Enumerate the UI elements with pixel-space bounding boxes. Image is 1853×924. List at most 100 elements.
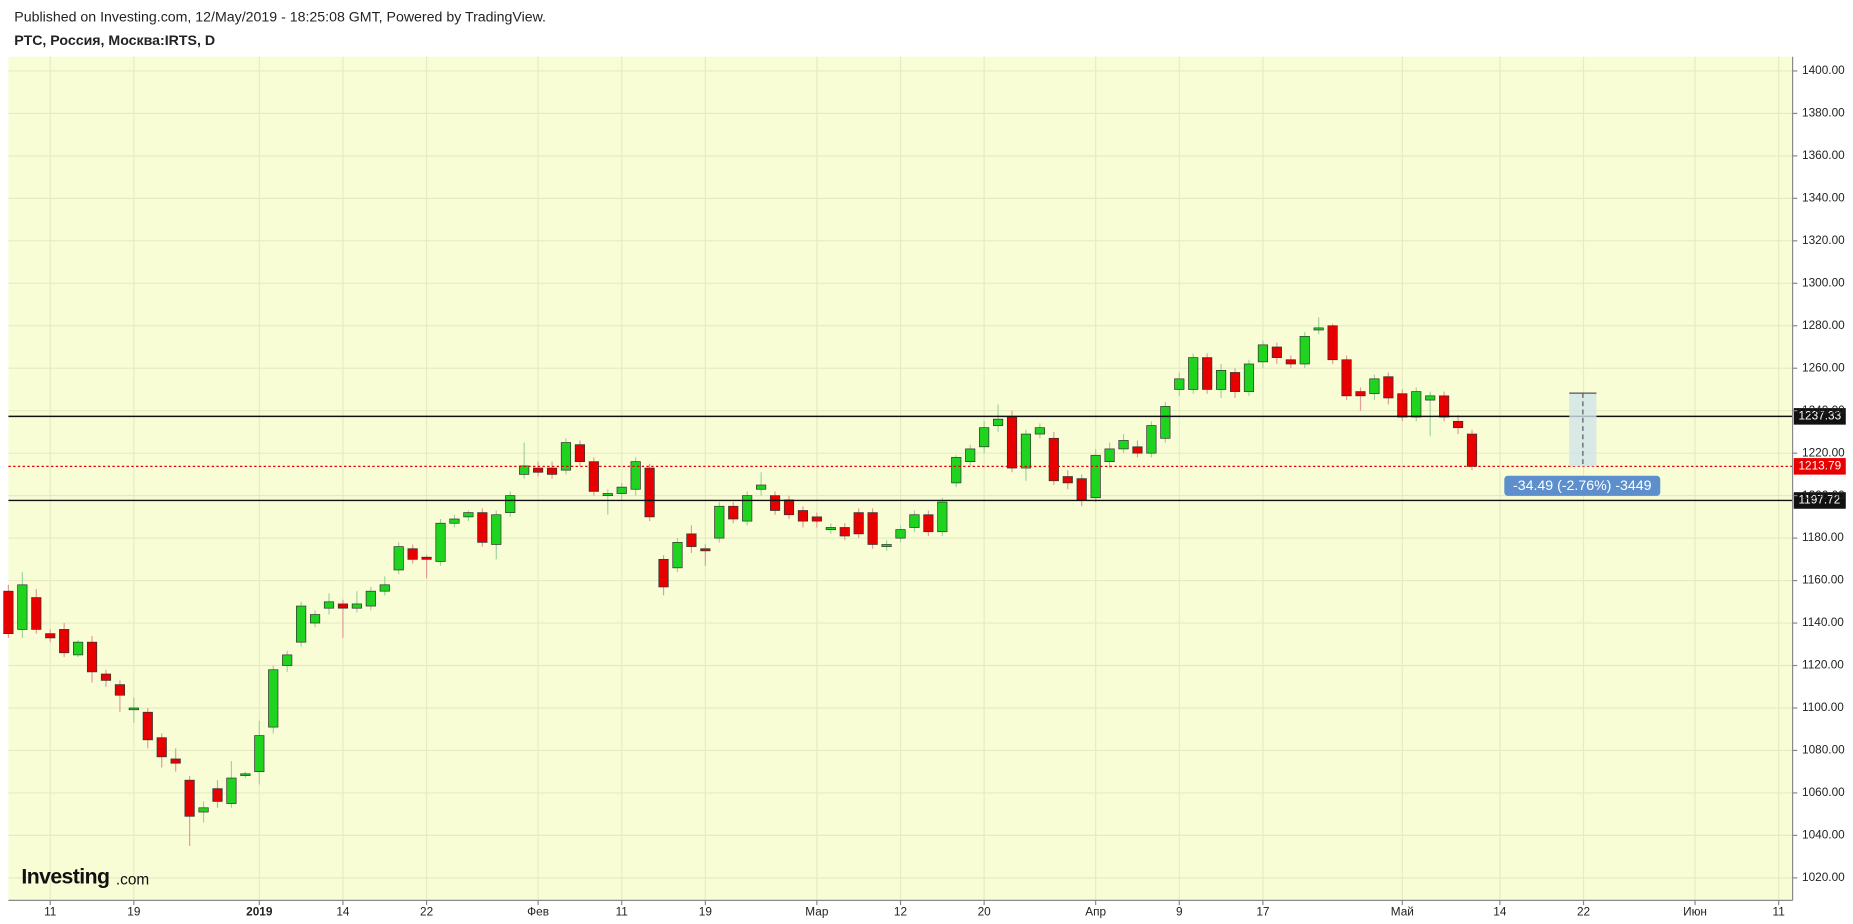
candle-body (1439, 395, 1450, 418)
candle-body (937, 501, 948, 533)
x-tick-label: Фев (527, 904, 549, 918)
candle-body (1397, 393, 1408, 418)
candle-body (965, 448, 976, 463)
candle-body (533, 467, 544, 473)
candle-body (73, 641, 84, 656)
candle-body (853, 512, 864, 535)
y-tick-label: 1340.00 (1802, 190, 1845, 204)
x-tick-label: Апр (1085, 904, 1106, 918)
y-tick-label: 1040.00 (1802, 828, 1845, 842)
candle-body (1369, 378, 1380, 395)
candle-body (1034, 427, 1045, 435)
candle-body (184, 779, 195, 817)
candle-body (1299, 336, 1310, 365)
y-tick-label: 1100.00 (1802, 700, 1844, 714)
x-tick-label: Мар (805, 904, 829, 918)
candle-body (714, 505, 725, 539)
candle-body (240, 773, 251, 776)
watermark: Investing (21, 865, 109, 889)
candle-body (1202, 357, 1213, 390)
candle-body (783, 499, 795, 516)
x-tick-label: 20 (978, 904, 992, 918)
y-tick-label: 1180.00 (1802, 530, 1844, 544)
candle-body (337, 603, 349, 609)
candle-body (1188, 357, 1199, 390)
candle-body (825, 527, 836, 530)
measure-label: -34.49 (-2.76%) -3449 (1513, 478, 1652, 494)
measure-label-box (1504, 475, 1661, 496)
watermark-suffix: .com (116, 871, 149, 888)
candle-body (1313, 327, 1324, 331)
level-label: 1197.72 (1799, 493, 1841, 507)
candle-body (393, 546, 404, 571)
candle-body (142, 711, 153, 741)
candle-body (1355, 391, 1366, 397)
level-label-box (1793, 408, 1846, 425)
candle-body (811, 516, 822, 522)
y-tick-label: 1380.00 (1802, 106, 1845, 120)
x-tick-label: 9 (1176, 904, 1183, 918)
candle-body (742, 495, 753, 522)
candle-body (616, 486, 627, 494)
x-tick-label: 14 (1493, 904, 1507, 918)
candle-body (1090, 454, 1101, 499)
x-tick-label: 22 (1577, 904, 1590, 918)
candle-body (1411, 391, 1422, 418)
x-tick-label: Май (1391, 904, 1414, 918)
candle-body (546, 467, 558, 475)
candle-body (226, 777, 237, 804)
y-tick-label: 1200.00 (1802, 488, 1845, 502)
candle-body (282, 654, 293, 666)
y-tick-label: 1280.00 (1802, 318, 1845, 332)
candle-body (1243, 363, 1255, 392)
candle-body (700, 548, 711, 552)
y-tick-label: 1360.00 (1802, 148, 1845, 162)
candle-body (254, 735, 265, 773)
x-tick-label: 11 (1773, 904, 1785, 918)
candle-body (323, 601, 335, 609)
candle-body (992, 418, 1004, 426)
x-tick-label: 22 (420, 904, 433, 918)
candle-body (170, 758, 181, 764)
candle-body (686, 533, 697, 547)
candle-body (881, 544, 892, 547)
candle-body (588, 461, 599, 492)
x-tick-label: Июн (1683, 904, 1707, 918)
x-tick-label: 11 (44, 904, 56, 918)
symbol-title: РТС, Россия, Москва:IRTS, D (14, 33, 215, 49)
candle-body (797, 510, 809, 522)
candle-body (198, 807, 209, 813)
candle-body (895, 529, 906, 539)
candle-body (1104, 448, 1115, 463)
candle-body (463, 512, 474, 518)
candle-body (839, 527, 850, 537)
candle-body (602, 493, 613, 496)
y-tick-label: 1220.00 (1802, 445, 1845, 459)
candle-body (1048, 437, 1059, 482)
x-tick-label: 12 (894, 904, 907, 918)
candle-body (505, 495, 516, 513)
candle-body (909, 514, 920, 528)
candle-body (1118, 440, 1129, 450)
candle-body (979, 427, 990, 448)
candle-body (59, 629, 70, 654)
candle-body (212, 788, 223, 802)
candle-body (644, 467, 655, 518)
candle-body (1160, 406, 1171, 439)
candle-body (728, 505, 739, 520)
candle-body (477, 512, 488, 543)
candle-body (128, 707, 139, 711)
y-tick-label: 1060.00 (1802, 785, 1845, 799)
y-tick-label: 1240.00 (1802, 403, 1845, 417)
candle-body (3, 590, 14, 635)
candle-body (1216, 369, 1227, 390)
last-price-label: 1213.79 (1799, 458, 1842, 472)
level-label-box (1793, 492, 1846, 509)
candle-body (1257, 344, 1269, 363)
candle-body (435, 522, 446, 562)
candle-body (31, 597, 42, 630)
candle-body (1020, 433, 1032, 469)
candle-body (100, 673, 112, 681)
candle-body (867, 512, 878, 545)
